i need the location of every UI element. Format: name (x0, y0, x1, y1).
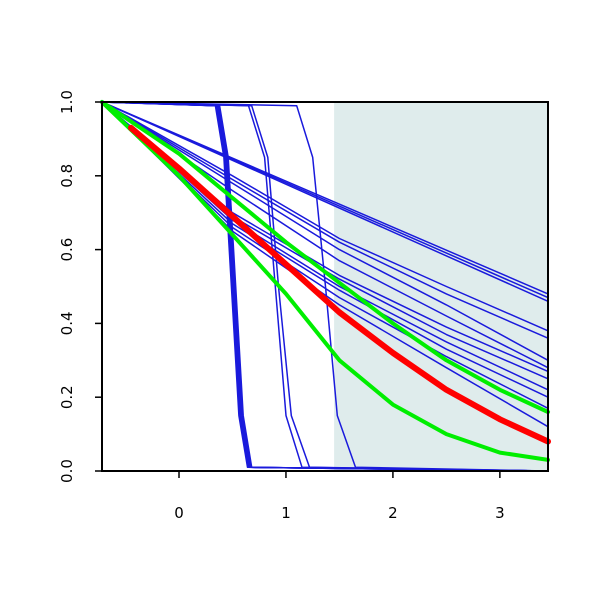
blue-series-line-21 (101, 101, 549, 472)
shaded-region-layer (334, 102, 548, 471)
blue-series-line-18 (101, 101, 549, 472)
y-tick-label: 0.0 (58, 459, 76, 483)
blue-series-line-5 (101, 101, 549, 339)
plot-frame (101, 101, 549, 472)
y-tick-label: 0.4 (58, 311, 76, 335)
shaded-region (334, 102, 548, 471)
x-tick-label: 2 (388, 504, 398, 522)
blue-series-line-11 (101, 101, 549, 398)
series-layer (100, 100, 551, 472)
y-tick-label: 0.8 (58, 164, 76, 188)
axes-layer: 0 1 2 3 0.0 0.2 0.4 0.6 0.8 1.0 (58, 90, 549, 522)
x-tick-label: 3 (495, 504, 505, 522)
green-series-line-22 (100, 100, 550, 414)
blue-series-line-3 (101, 101, 549, 303)
y-tick-label: 0.2 (58, 385, 76, 409)
y-tick-label: 1.0 (58, 90, 76, 114)
green-series-line-23 (100, 100, 550, 462)
blue-series-line-4 (101, 101, 549, 332)
red-series-line-24 (127, 124, 551, 445)
x-tick-label: 1 (281, 504, 291, 522)
blue-series-line-6 (101, 101, 549, 362)
y-tick-label: 0.6 (58, 238, 76, 262)
x-tick-label: 0 (174, 504, 184, 522)
